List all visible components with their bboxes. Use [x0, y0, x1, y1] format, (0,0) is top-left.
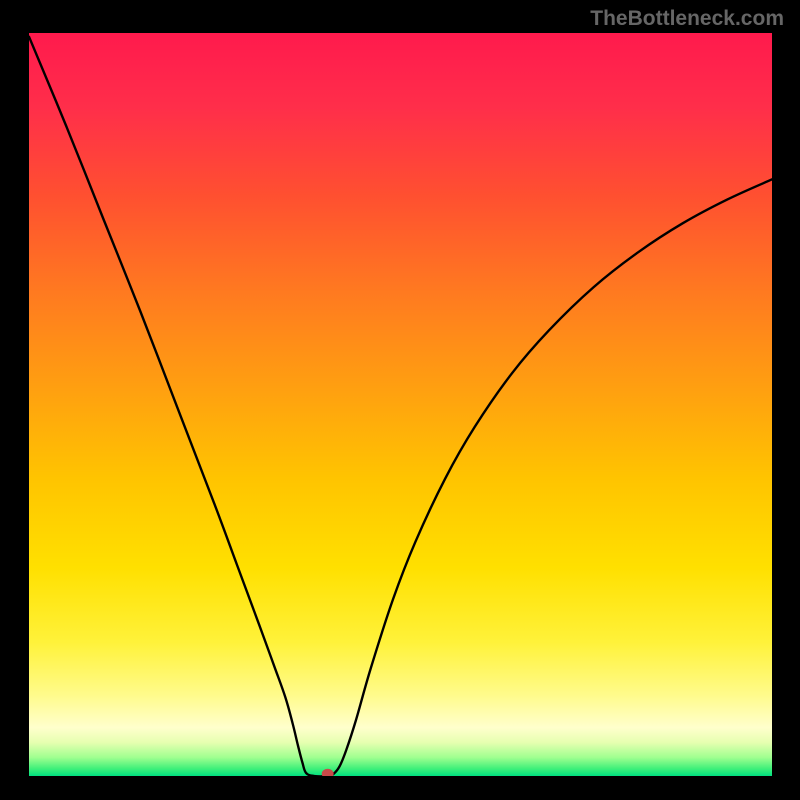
- plot-gradient-background: [29, 33, 772, 776]
- plot-frame: [26, 30, 775, 779]
- chart-container: TheBottleneck.com: [0, 0, 800, 800]
- watermark-text: TheBottleneck.com: [590, 7, 784, 31]
